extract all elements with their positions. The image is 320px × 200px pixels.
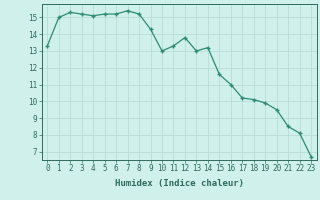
X-axis label: Humidex (Indice chaleur): Humidex (Indice chaleur) bbox=[115, 179, 244, 188]
